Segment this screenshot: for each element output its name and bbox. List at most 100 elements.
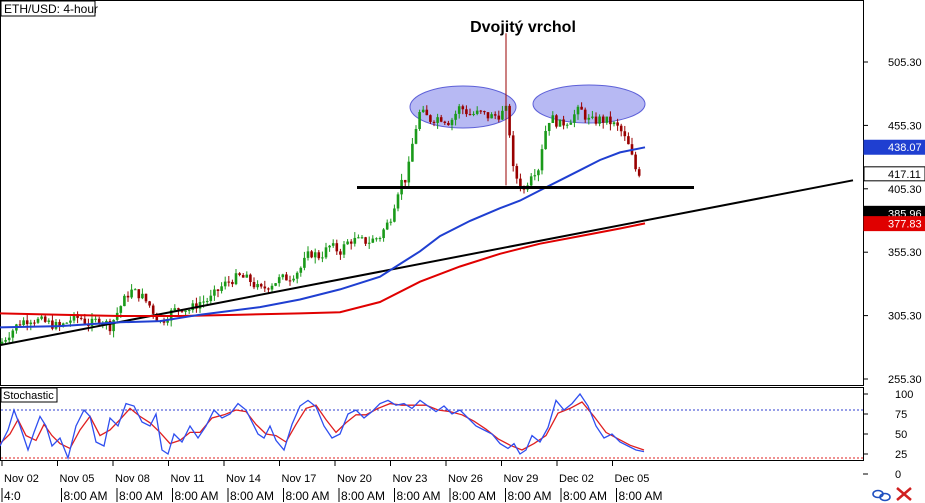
candle-body [533,175,537,177]
candle-body [11,330,15,338]
candle-body [274,283,277,286]
time-date-label: Nov 02 [4,473,39,485]
price-tick-label: 255.30 [888,374,922,386]
time-date-label: Nov 29 [504,473,539,485]
candle-body [540,149,544,171]
price-badge-label: 377.83 [888,219,922,231]
candle-body [519,178,522,188]
candle-body [220,286,223,291]
candle-body [51,320,54,329]
candle-body [511,135,515,167]
candle-body [349,241,353,244]
close-icon[interactable] [896,487,912,501]
candle-body [432,121,436,123]
candle-body [205,301,209,303]
time-hour-label: 8:00 AM [286,489,330,503]
candle-body [364,237,367,244]
candle-body [277,277,281,284]
candle-body [472,113,475,115]
candle-body [141,293,144,299]
symbol-label-box [0,0,96,17]
candle-body [360,237,364,239]
candle-body [583,109,587,120]
candle-body [429,115,432,122]
candle-body [537,170,540,176]
candle-body [47,320,51,322]
price-badge-label: 417.11 [888,169,921,181]
candle-body [65,322,69,324]
price-badge-label: 438.07 [888,142,922,154]
time-hour-label: 8:00 AM [119,489,163,503]
candle-body [619,125,623,132]
candle-body [594,116,598,124]
candle-body [623,131,627,137]
candle-body [378,238,382,240]
link-icon[interactable] [872,489,891,502]
candle-body [18,324,22,326]
candle-body [263,286,267,289]
candle-body [313,252,317,258]
time-hour-label: 8:00 AM [508,489,552,503]
candle-body [555,115,558,127]
candle-body [382,229,385,239]
candle-body [627,136,630,145]
candle-body [407,161,411,183]
time-date-label: Nov 17 [282,473,317,485]
price-tick-label: 405.30 [888,184,922,196]
candle-body [83,318,87,324]
time-date-label: Dec 02 [559,473,594,485]
candle-body [245,274,249,278]
candle-body [184,310,187,312]
candle-body [25,320,29,325]
candle-body [346,241,349,245]
candle-body [216,289,220,291]
candle-body [393,208,396,222]
time-hour-label: 8:00 AM [230,489,274,503]
candle-body [281,274,285,278]
candle-body [601,116,605,123]
candle-body [267,288,270,290]
candle-body [612,122,616,125]
candle-body [367,242,371,244]
candle-body [591,116,594,118]
candle-body [371,238,375,243]
stoch-tick-label: 75 [895,409,907,421]
time-hour-label: 8:00 AM [341,489,385,503]
candle-body [94,318,97,320]
candle-body [598,116,601,124]
price-tick-label: 305.30 [888,311,922,323]
candle-body [191,303,195,311]
candle-body [202,301,205,303]
candle-body [580,106,583,110]
candle-body [562,119,565,126]
candle-body [396,194,400,209]
candle-body [497,115,501,120]
candle-body [508,105,511,136]
candle-body [436,117,439,123]
candle-body [234,273,238,285]
candle-body [328,245,331,248]
candle-body [403,179,407,183]
stoch-tick-label: 50 [895,429,907,441]
candle-body [468,114,472,116]
candle-body [375,238,378,240]
candle-body [465,109,468,115]
stochastic-lines [0,392,863,461]
candle-body [425,109,429,116]
candle-body [547,122,551,131]
time-date-label: Nov 05 [60,473,95,485]
candle-body [112,319,115,332]
candle-body [69,320,72,323]
candle-body [637,169,641,176]
indicator-lines [0,146,854,347]
trend-line [0,179,854,347]
time-date-label: Nov 08 [115,473,150,485]
candle-body [515,166,519,179]
candle-body [155,313,159,321]
candle-body [198,302,202,309]
candle-body [108,320,112,332]
stoch-tick-label: 100 [895,389,913,401]
candle-body [29,322,33,325]
candle-body [483,111,486,113]
pattern-title: Dvojitý vrchol [470,19,576,36]
